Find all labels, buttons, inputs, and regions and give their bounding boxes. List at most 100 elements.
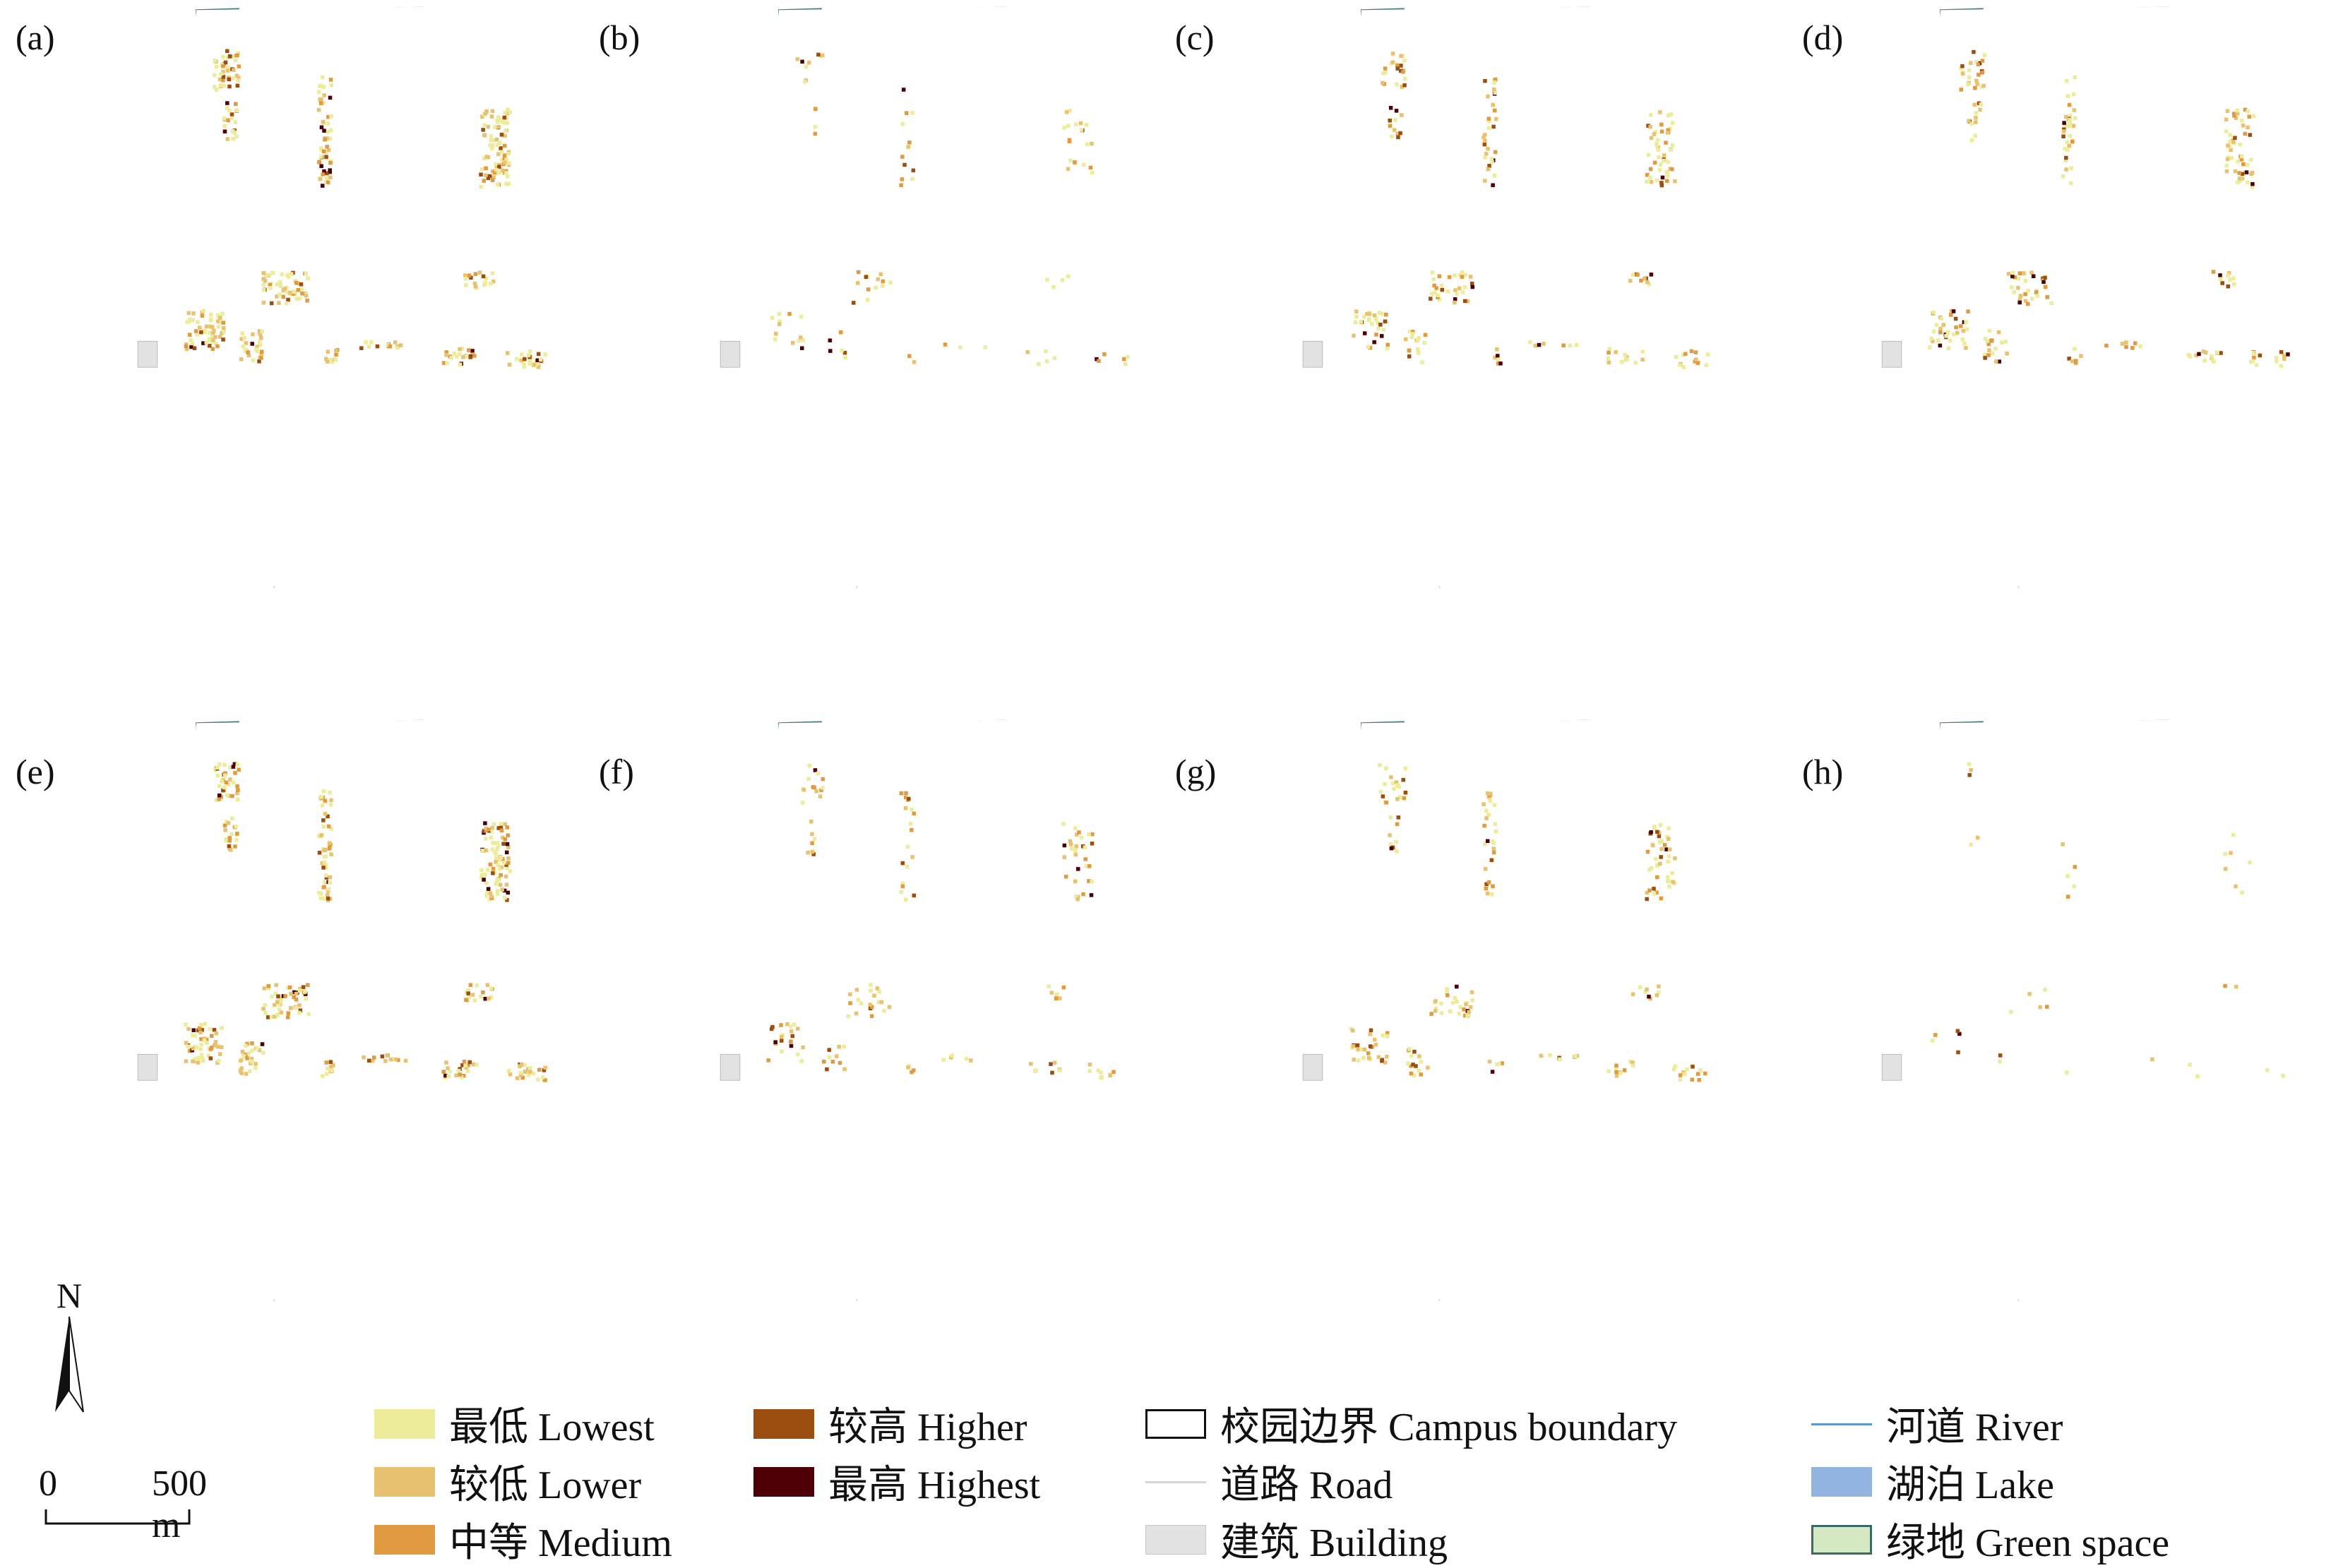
hotspot-cell <box>1376 326 1381 331</box>
hotspot-cell <box>2188 1063 2192 1067</box>
hotspot-cell <box>1974 111 1979 115</box>
legend-lake: 湖泊 Lake <box>1811 1453 2054 1510</box>
hotspot-cell <box>324 357 328 361</box>
hotspot-cell <box>259 349 264 354</box>
hotspot-cell <box>386 342 391 347</box>
hotspot-cell <box>499 822 503 826</box>
hotspot-cell <box>503 133 507 138</box>
hotspot-cell <box>321 825 326 829</box>
hotspot-cell <box>224 780 229 785</box>
hotspot-cell <box>2244 170 2249 174</box>
hotspot-cell <box>1378 762 1382 767</box>
hotspot-cell <box>1096 1068 1101 1073</box>
hotspot-cell <box>242 335 246 340</box>
hotspot-cell <box>1422 340 1427 345</box>
hotspot-cell <box>806 850 810 855</box>
hotspot-cell <box>2231 112 2236 116</box>
hotspot-cell <box>213 59 217 63</box>
hotspot-cell <box>795 56 800 61</box>
hotspot-cell <box>2225 157 2230 162</box>
hotspot-cell <box>2258 353 2263 358</box>
hotspot-cell <box>329 1064 333 1069</box>
hotspot-cell <box>225 68 230 73</box>
hotspot-cell <box>2235 112 2240 116</box>
hotspot-cell <box>251 358 256 363</box>
hotspot-cell <box>906 145 911 149</box>
hotspot-cell <box>2017 297 2022 301</box>
hotspot-cell <box>1111 1070 1116 1074</box>
hotspot-cell <box>1662 153 1667 157</box>
hotspot-cell <box>1967 762 1972 767</box>
hotspot-cell <box>244 348 249 352</box>
panel-label-e: (e) <box>16 752 55 791</box>
hotspot-cell <box>464 354 468 359</box>
hotspot-cell <box>797 338 801 343</box>
hotspot-cell <box>1394 109 1399 113</box>
hotspot-cell <box>250 1048 254 1053</box>
hotspot-cell <box>269 1015 274 1019</box>
hotspot-cell <box>813 131 818 136</box>
hotspot-cell <box>519 358 523 363</box>
hotspot-cell <box>1967 75 1972 80</box>
hotspot-cell <box>323 847 328 852</box>
hotspot-cell <box>227 108 232 113</box>
hotspot-cell <box>1983 356 1987 360</box>
hotspot-cell <box>1068 842 1073 846</box>
legend-campus-boundary-label: 校园边界 Campus boundary <box>1220 1406 1678 1449</box>
hotspot-cell <box>1652 887 1656 891</box>
hotspot-cell <box>364 340 368 345</box>
hotspot-cell <box>316 107 321 112</box>
hotspot-cell <box>1389 775 1393 779</box>
hotspot-cell <box>538 357 543 362</box>
hotspot-cell <box>2073 347 2077 351</box>
hotspot-cell <box>810 841 814 845</box>
hotspot-cell <box>506 181 511 186</box>
hotspot-cell <box>1486 813 1491 817</box>
hotspot-cell <box>1573 1054 1578 1058</box>
hotspot-cell <box>482 133 487 138</box>
hotspot-cell <box>501 835 505 840</box>
hotspot-cell <box>469 275 473 280</box>
hotspot-cell <box>1390 781 1395 786</box>
hotspot-cell <box>2073 116 2077 121</box>
hotspot-cell <box>1694 357 1698 362</box>
hotspot-cell <box>484 893 489 898</box>
hotspot-cell <box>292 289 296 294</box>
hotspot-cell <box>221 64 225 68</box>
hotspot-cell <box>2235 180 2240 185</box>
hotspot-cell <box>318 892 323 896</box>
hotspot-cell <box>1398 131 1402 136</box>
hotspot-cell <box>2286 352 2290 357</box>
hotspot-cell <box>869 988 873 993</box>
hotspot-cell <box>466 991 470 995</box>
hotspot-cell <box>1052 356 1057 360</box>
hotspot-cell <box>1647 994 1651 999</box>
hotspot-cell <box>366 345 371 349</box>
hotspot-cell <box>1655 138 1660 143</box>
hotspot-cell <box>504 181 508 186</box>
hotspot-cell <box>1930 1039 1935 1043</box>
hotspot-cell <box>789 1029 794 1034</box>
hotspot-cell <box>1648 124 1652 129</box>
hotspot-cell <box>1691 1065 1695 1069</box>
hotspot-cell <box>1983 353 1987 357</box>
hotspot-cell <box>770 1024 775 1029</box>
hotspot-cell <box>1946 346 1951 350</box>
hotspot-cell <box>218 83 223 88</box>
hotspot-cell <box>1445 993 1450 998</box>
hotspot-cell <box>2282 354 2287 358</box>
hotspot-cell <box>1066 274 1071 279</box>
hotspot-cell <box>504 171 508 175</box>
hotspot-cell <box>1073 826 1078 830</box>
hotspot-cell <box>905 844 910 849</box>
hotspot-cell <box>1053 1060 1057 1065</box>
legend-lower-swatch <box>374 1466 435 1497</box>
hotspot-cell <box>501 168 505 173</box>
hotspot-cell <box>306 1012 311 1017</box>
hotspot-cell <box>1399 54 1403 59</box>
hotspot-cell <box>1671 1067 1676 1072</box>
hotspot-cell <box>503 822 507 827</box>
hotspot-cell <box>472 281 477 286</box>
hotspot-cell <box>482 878 486 882</box>
hotspot-cell <box>1354 309 1359 314</box>
